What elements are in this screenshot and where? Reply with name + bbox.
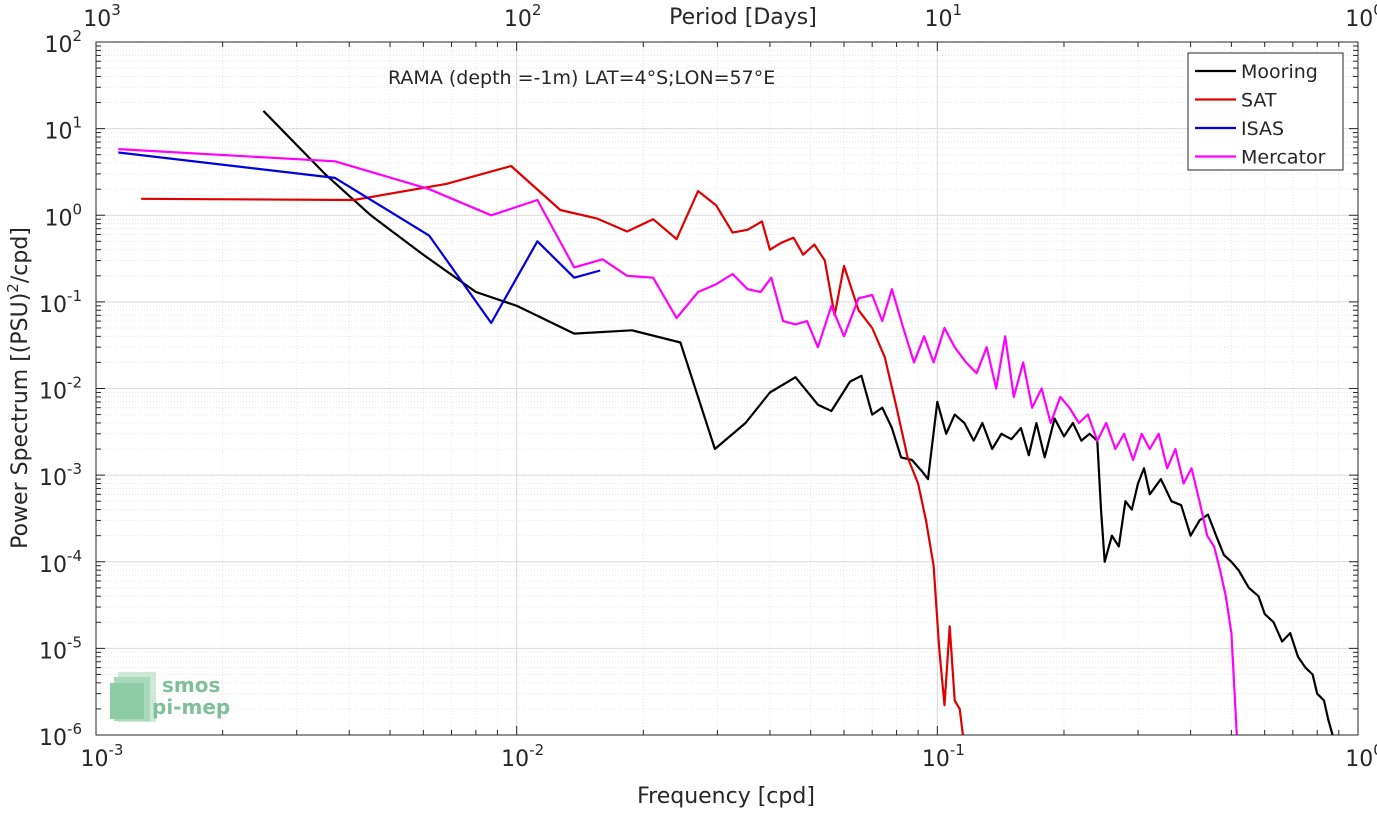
series-line-mercator xyxy=(118,148,1238,735)
y-tick-label-base: 10 xyxy=(39,553,67,578)
x-tick-label-base: 10 xyxy=(501,747,529,772)
y-tick-label-exp: -4 xyxy=(67,547,82,565)
y-tick-label: 102 xyxy=(44,27,82,58)
y-tick-label-base: 10 xyxy=(44,33,72,58)
x-tick-label-exp: -1 xyxy=(950,741,965,759)
x-tick-label-exp: -3 xyxy=(109,741,124,759)
y-tick-label-base: 10 xyxy=(39,466,67,491)
y-axis-title: Power Spectrum [(PSU)2/cpd] xyxy=(4,227,33,549)
y-tick-label: 10-4 xyxy=(39,547,82,578)
top-tick-label-exp: 2 xyxy=(532,1,542,19)
top-tick-label-base: 10 xyxy=(1345,7,1373,32)
legend-label-mercator: Mercator xyxy=(1241,147,1326,169)
station-annotation: RAMA (depth =-1m) LAT=4°S;LON=57°E xyxy=(388,67,775,89)
grid-minor xyxy=(96,42,1358,735)
series-layer xyxy=(118,110,1334,735)
logo-layer-3 xyxy=(110,683,144,719)
top-tick-label: 100 xyxy=(1345,1,1377,32)
legend-label-mooring: Mooring xyxy=(1241,61,1318,83)
y-axis-title-unit: /cpd] xyxy=(8,227,33,283)
labels-layer: 10-310-210-110010310210110010-610-510-41… xyxy=(39,1,1377,772)
ticks-layer xyxy=(95,41,1359,736)
top-tick-label: 102 xyxy=(504,1,542,32)
y-tick-label: 100 xyxy=(44,200,82,231)
series-line-mooring xyxy=(262,110,1334,735)
y-tick-label-base: 10 xyxy=(39,726,67,751)
series-line-isas xyxy=(118,151,601,325)
x-tick-label-exp: -2 xyxy=(529,741,544,759)
x-tick-label: 10-3 xyxy=(81,741,124,772)
legend-label-isas: ISAS xyxy=(1241,118,1284,140)
top-tick-label-base: 10 xyxy=(925,7,953,32)
top-tick-label-exp: 0 xyxy=(1373,1,1377,19)
y-tick-label: 10-3 xyxy=(39,460,82,491)
y-tick-label-base: 10 xyxy=(44,206,72,231)
x-tick-label-exp: 0 xyxy=(1373,741,1377,759)
x-tick-label: 10-2 xyxy=(501,741,544,772)
top-tick-label-base: 10 xyxy=(504,7,532,32)
y-tick-label-base: 10 xyxy=(44,120,72,145)
legend: Mooring SAT ISAS Mercator xyxy=(1187,52,1344,171)
top-tick-label: 103 xyxy=(83,1,121,32)
y-tick-label-base: 10 xyxy=(39,639,67,664)
y-tick-label-exp: -6 xyxy=(67,720,82,738)
series-line-sat xyxy=(141,164,964,735)
logo-text-pimep: pi-mep xyxy=(152,695,230,719)
logo-text-smos: smos xyxy=(162,673,220,697)
top-tick-label-exp: 1 xyxy=(953,1,963,19)
smos-pi-mep-logo: smos pi-mep xyxy=(110,672,230,722)
y-tick-label-exp: 0 xyxy=(72,200,82,218)
x-tick-label-base: 10 xyxy=(1345,747,1373,772)
top-tick-label: 101 xyxy=(925,1,963,32)
y-axis-title-sup: 2 xyxy=(4,283,22,293)
y-tick-label-exp: -2 xyxy=(67,374,82,392)
y-tick-label: 10-1 xyxy=(39,287,82,318)
y-tick-label: 101 xyxy=(44,114,82,145)
x-tick-label: 10-1 xyxy=(922,741,965,772)
y-tick-label: 10-6 xyxy=(39,720,82,751)
top-tick-label-base: 10 xyxy=(83,7,111,32)
y-tick-label-exp: 2 xyxy=(72,27,82,45)
legend-label-sat: SAT xyxy=(1241,90,1277,112)
top-tick-label-exp: 3 xyxy=(111,1,121,19)
y-tick-label: 10-5 xyxy=(39,633,82,664)
y-tick-label-exp: -3 xyxy=(67,460,82,478)
y-tick-label: 10-2 xyxy=(39,374,82,405)
x-tick-label-base: 10 xyxy=(922,747,950,772)
x-tick-label-base: 10 xyxy=(81,747,109,772)
y-tick-label-exp: -1 xyxy=(67,287,82,305)
y-axis-title-main: Power Spectrum [(PSU) xyxy=(8,293,33,549)
legend-entries: Mooring SAT ISAS Mercator xyxy=(1195,61,1326,169)
x-axis-title: Frequency [cpd] xyxy=(637,784,815,809)
y-tick-label-base: 10 xyxy=(39,293,67,318)
top-axis-title: Period [Days] xyxy=(669,5,817,30)
x-tick-label: 100 xyxy=(1345,741,1377,772)
y-tick-label-exp: -5 xyxy=(67,633,82,651)
y-tick-label-base: 10 xyxy=(39,380,67,405)
legend-box xyxy=(1187,52,1344,171)
y-tick-label-exp: 1 xyxy=(72,114,82,132)
